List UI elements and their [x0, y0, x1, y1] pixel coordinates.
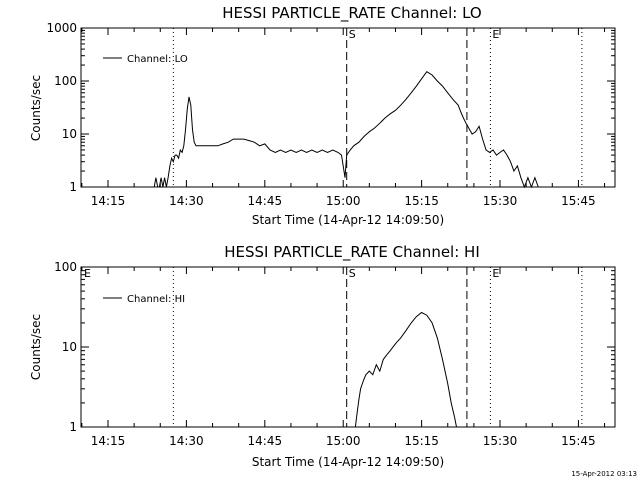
- x-tick-label: 14:30: [169, 194, 204, 208]
- x-tick-label: 15:45: [561, 434, 596, 448]
- x-axis-ticks: 14:15 14:30 14:45 15:00 15:15 15:30 15:45: [81, 267, 606, 448]
- marker-label: E: [492, 28, 499, 41]
- x-tick-label: 14:30: [169, 434, 204, 448]
- plot-frame: [80, 27, 616, 188]
- x-tick-label: 15:00: [326, 434, 361, 448]
- y-tick-label: 100: [54, 260, 77, 274]
- y-tick-label: 10: [62, 127, 77, 141]
- x-tick-label: 15:15: [404, 194, 439, 208]
- legend-label: Channel: HI: [127, 294, 185, 305]
- x-tick-label: 14:15: [91, 194, 126, 208]
- plot-frame: [80, 266, 616, 428]
- y-axis-ticks: 1 10 100 1000: [46, 21, 615, 194]
- chart-lo-channel: HESSI PARTICLE_RATE Channel: LO 14:15 14:…: [29, 4, 616, 227]
- marker-label: E: [492, 267, 499, 280]
- x-axis-ticks: 14:15 14:30 14:45 15:00 15:15 15:30 15:45: [81, 28, 606, 208]
- y-tick-label: 1: [69, 180, 77, 194]
- y-tick-label: 1000: [46, 21, 77, 35]
- y-axis-label: Counts/sec: [29, 314, 43, 380]
- x-tick-label: 14:45: [248, 434, 283, 448]
- series-line-hi: [354, 311, 457, 428]
- x-tick-label: 15:30: [483, 434, 518, 448]
- y-axis-label: Counts/sec: [29, 75, 43, 141]
- timestamp-footer: 15-Apr-2012 03:13: [571, 470, 637, 478]
- x-axis-label: Start Time (14-Apr-12 14:09:50): [252, 455, 444, 469]
- y-tick-label: 1: [69, 420, 77, 434]
- x-axis-label: Start Time (14-Apr-12 14:09:50): [252, 213, 444, 227]
- x-tick-label: 15:15: [404, 434, 439, 448]
- x-tick-label: 14:15: [91, 434, 126, 448]
- y-axis-ticks: 1 10 100: [54, 260, 615, 434]
- marker-label: S: [349, 267, 356, 280]
- corner-marker-label: E: [84, 267, 91, 280]
- x-tick-label: 15:00: [326, 194, 361, 208]
- x-tick-label: 15:30: [483, 194, 518, 208]
- x-tick-label: 15:45: [561, 194, 596, 208]
- x-tick-label: 14:45: [248, 194, 283, 208]
- chart-title: HESSI PARTICLE_RATE Channel: HI: [224, 243, 480, 262]
- chart-title: HESSI PARTICLE_RATE Channel: LO: [222, 4, 481, 23]
- marker-label: S: [349, 28, 356, 41]
- chart-hi-channel: HESSI PARTICLE_RATE Channel: HI 14:15 14:…: [29, 243, 616, 469]
- y-tick-label: 100: [54, 74, 77, 88]
- legend-label: Channel: LO: [127, 54, 188, 65]
- series-line-lo: [153, 71, 542, 189]
- y-tick-label: 10: [62, 340, 77, 354]
